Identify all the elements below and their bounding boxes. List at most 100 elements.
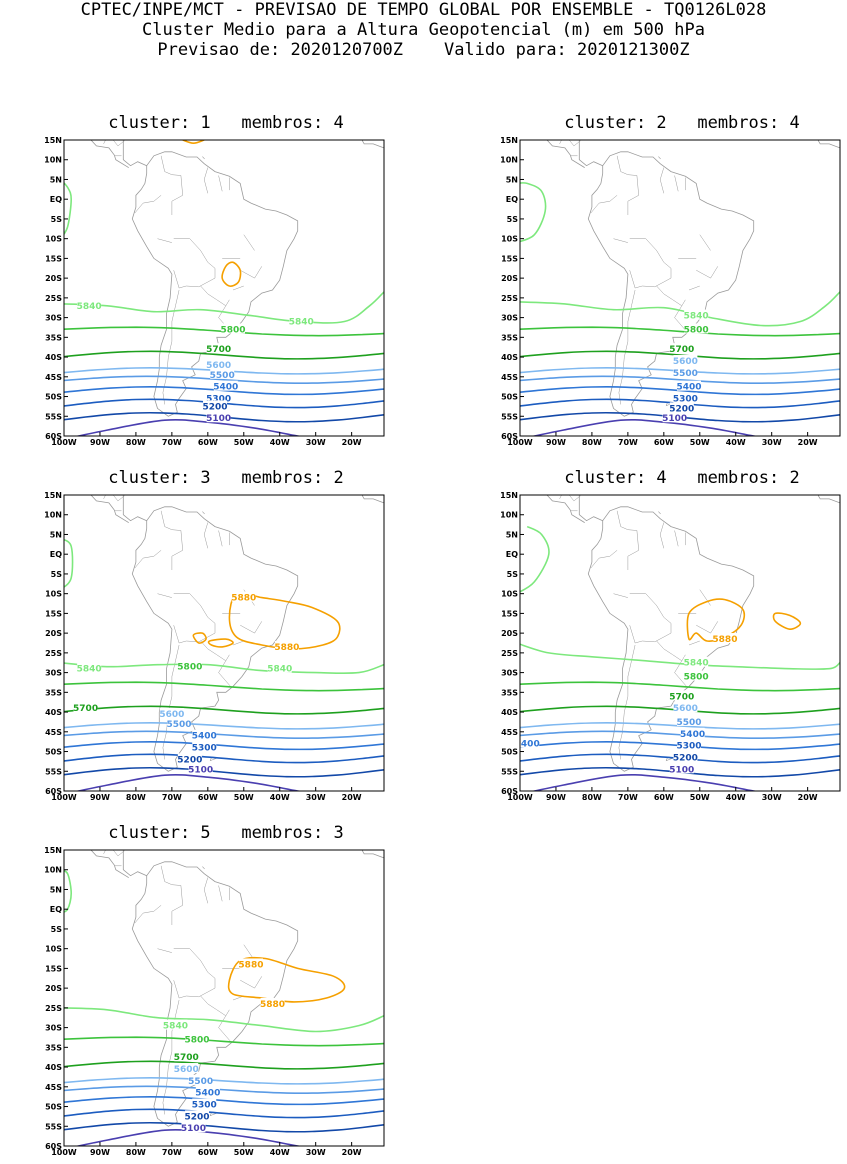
lat-tick-label: 20S: [501, 629, 518, 638]
country-border: [674, 654, 688, 688]
contour-5100: [74, 418, 303, 436]
contour-label: 5200: [673, 753, 698, 763]
country-border: [590, 195, 618, 214]
lon-tick-label: 60W: [654, 438, 674, 447]
lat-tick-label: 15S: [45, 964, 62, 973]
contour-label-bg: [206, 412, 231, 423]
lon-tick-label: 20W: [798, 438, 818, 447]
lon-tick-label: 70W: [162, 793, 182, 802]
contour-5840: [64, 869, 72, 913]
map-frame: [63, 494, 385, 792]
contour-label-bg: [210, 368, 235, 379]
contour-label-bg: [684, 309, 709, 320]
lat-tick-label: 45S: [45, 728, 62, 737]
contour-label-bg: [206, 392, 231, 403]
contour-label: 5200: [177, 755, 202, 765]
country-border: [616, 155, 639, 215]
lat-tick-label: 60S: [45, 432, 62, 441]
contour-label: 5400: [192, 732, 217, 742]
lat-tick-label: 45S: [501, 373, 518, 382]
contour-label-bg: [274, 640, 299, 651]
country-border: [157, 238, 172, 243]
lon-tick-label: 60W: [198, 793, 218, 802]
contour-label-bg: [167, 717, 192, 728]
lon-tick-label: 100W: [51, 1148, 77, 1157]
lat-tick-label: 30S: [45, 669, 62, 678]
lat-tick-label: 10N: [44, 156, 62, 165]
contour-label-bg: [684, 670, 709, 681]
lon-tick-label: 30W: [306, 1148, 326, 1157]
country-border: [173, 593, 216, 634]
country-border: [173, 980, 216, 999]
contour-label-bg: [77, 299, 102, 310]
lon-tick-label: 80W: [126, 1148, 146, 1157]
contour-label: 5400: [676, 383, 701, 393]
country-border: [629, 270, 672, 289]
country-border: [618, 644, 636, 760]
lat-tick-label: 50S: [501, 748, 518, 757]
central-america-coast: [90, 850, 147, 878]
page-header: CPTEC/INPE/MCT - PREVISAO DE TEMPO GLOBA…: [0, 0, 847, 60]
lat-tick-label: 15N: [44, 491, 62, 500]
panel-title-cluster-2: cluster: 2 membros: 4: [564, 113, 800, 133]
country-border: [112, 140, 125, 147]
country-border: [157, 948, 172, 953]
contour-5800: [64, 1036, 384, 1047]
lat-tick-label: 15S: [501, 609, 518, 618]
lat-tick-label: 20S: [45, 629, 62, 638]
contour-label-bg: [684, 656, 709, 667]
lat-tick-label: 5S: [507, 215, 519, 224]
country-border: [240, 976, 263, 989]
contour-label: 5600: [206, 361, 231, 371]
header-subtitle: Cluster Medio para a Altura Geopotencial…: [142, 20, 705, 40]
lon-tick-label: 40W: [270, 793, 290, 802]
country-border: [232, 285, 244, 291]
lat-tick-label: 15S: [501, 254, 518, 263]
south-america-coast: [587, 506, 755, 772]
country-border: [656, 285, 682, 307]
country-border: [699, 234, 711, 251]
contour-label: 5400: [213, 383, 238, 393]
country-border: [688, 640, 700, 646]
panel-title-cluster-3: cluster: 3 membros: 2: [108, 468, 344, 488]
lon-tick-label: 70W: [162, 1148, 182, 1157]
contour-5600: [64, 722, 384, 730]
contour-5300: [64, 1108, 384, 1119]
contour-label: 5800: [220, 325, 245, 335]
lat-tick-label: 30S: [501, 314, 518, 323]
contour-label: 5840: [684, 659, 709, 669]
lat-tick-label: 50S: [45, 1103, 62, 1112]
country-border: [218, 175, 223, 192]
contour-label: 5100: [662, 414, 687, 424]
contour-label: 5500: [676, 718, 701, 728]
lon-tick-label: 70W: [618, 438, 638, 447]
country-border: [173, 625, 216, 644]
lat-tick-label: 40S: [45, 708, 62, 717]
lat-tick-label: 50S: [501, 393, 518, 402]
contour-5600: [64, 1077, 384, 1085]
contour-label-bg: [676, 715, 701, 726]
country-border: [674, 175, 679, 192]
contour-label: 5500: [673, 369, 698, 379]
country-border: [674, 530, 679, 547]
lat-tick-label: 15S: [45, 609, 62, 618]
contour-label-bg: [185, 1033, 210, 1044]
map-frame: [519, 494, 841, 792]
lat-tick-label: 25S: [501, 294, 518, 303]
contour-5700: [64, 350, 384, 360]
lat-tick-label: 5N: [50, 175, 62, 184]
lat-tick-label: 10S: [501, 590, 518, 599]
lat-tick-label: 30S: [501, 669, 518, 678]
africa-coast: [361, 495, 384, 504]
africa-coast: [361, 850, 384, 859]
contour-label-bg: [177, 660, 202, 671]
island-coast: [202, 156, 205, 160]
lat-tick-label: EQ: [50, 550, 62, 559]
lat-tick-label: 25S: [45, 649, 62, 658]
lat-tick-label: 15N: [500, 136, 518, 145]
lon-tick-label: 50W: [690, 793, 710, 802]
contour-label-bg: [289, 315, 314, 326]
contour-label-bg: [673, 392, 698, 403]
